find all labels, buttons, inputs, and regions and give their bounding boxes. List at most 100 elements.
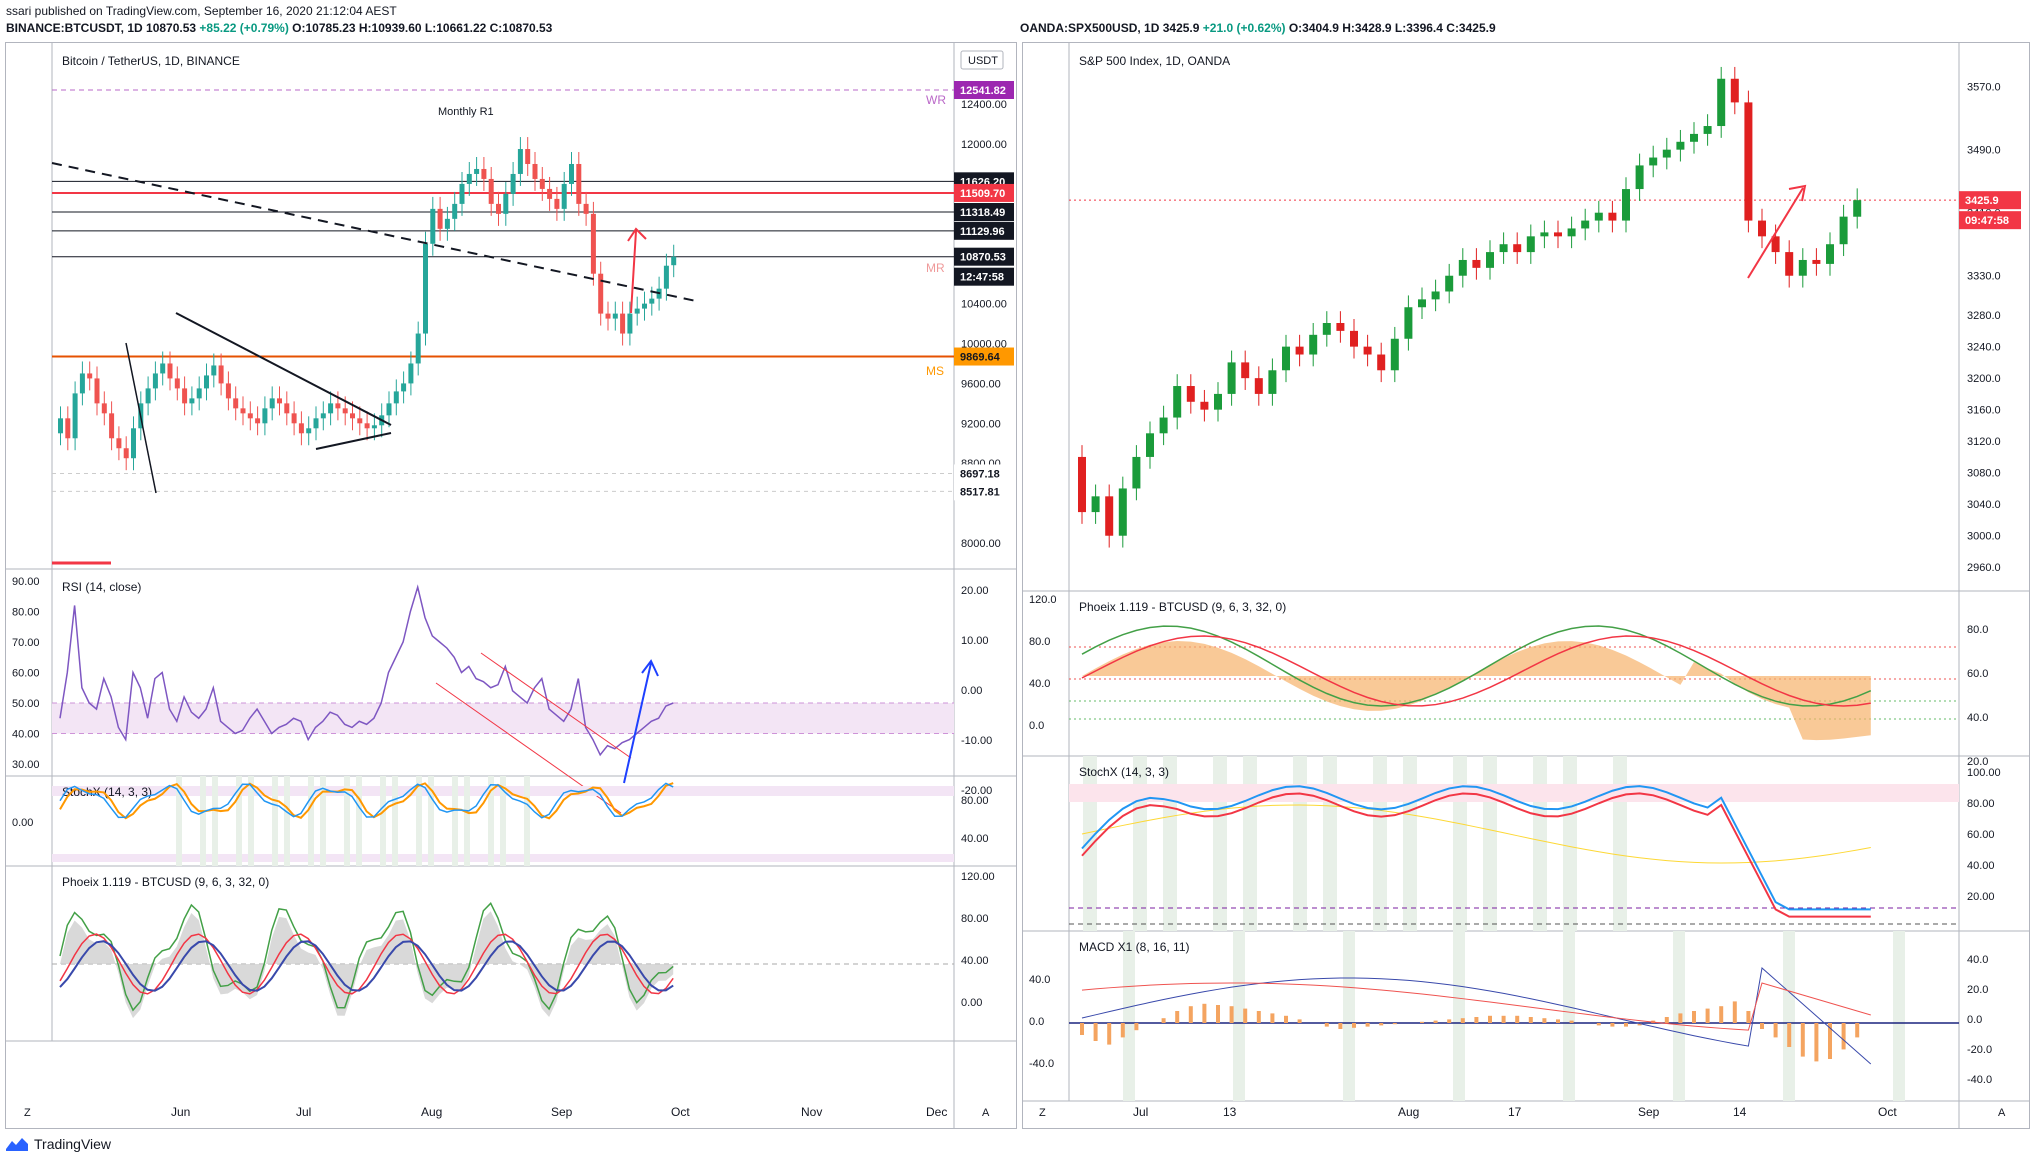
btc-candle bbox=[291, 413, 297, 424]
spx-macd-bar bbox=[1392, 1023, 1397, 1025]
rsi-right-tick: -10.00 bbox=[961, 735, 992, 747]
spx-candle bbox=[1513, 244, 1522, 253]
btc-candle bbox=[371, 425, 377, 429]
btc-candle bbox=[525, 149, 531, 164]
phoeix-right-tick: 80.00 bbox=[961, 913, 989, 925]
spx-phoeix-title: Phoeix 1.119 - BTCUSD (9, 6, 3, 32, 0) bbox=[1079, 600, 1286, 614]
spx-stoch-shade bbox=[1133, 756, 1147, 931]
btc-candle bbox=[357, 418, 363, 424]
spx-macd-bar bbox=[1855, 1023, 1860, 1038]
stoch-shade bbox=[380, 776, 386, 866]
btc-candle bbox=[58, 418, 63, 434]
spx-macd-left-tick: 40.0 bbox=[1029, 974, 1050, 986]
stoch-shade bbox=[200, 776, 206, 866]
spx-candle bbox=[1730, 78, 1739, 103]
btc-candle bbox=[627, 313, 633, 334]
spx-candle bbox=[1159, 417, 1168, 434]
btc-candle bbox=[116, 438, 122, 449]
btc-candle bbox=[481, 168, 487, 179]
spx-price-tick: 3080.0 bbox=[1967, 468, 2001, 480]
tradingview-brand: TradingView bbox=[34, 1136, 112, 1152]
zoom-z-label: Z bbox=[24, 1107, 31, 1119]
red-up-arrow bbox=[627, 227, 647, 314]
tradingview-logo[interactable]: TradingView bbox=[6, 1136, 111, 1152]
spx-candle bbox=[1839, 216, 1848, 245]
ms-label: MS bbox=[926, 364, 944, 378]
spx-candle bbox=[1227, 362, 1236, 394]
btc-candle bbox=[590, 213, 596, 274]
spx-chart-svg[interactable]: S&P 500 Index, 1D, OANDA3570.03490.03410… bbox=[1023, 43, 2029, 1128]
btc-candle bbox=[444, 218, 450, 229]
rsi-right-tick: -20.00 bbox=[961, 785, 992, 797]
spx-candle bbox=[1690, 133, 1698, 142]
price-tick: 9600.00 bbox=[961, 378, 1001, 390]
spx-macd-bar bbox=[1134, 1023, 1139, 1031]
spx-macd-bar bbox=[1202, 1003, 1207, 1023]
btc-candle bbox=[306, 428, 312, 434]
btc-candle bbox=[452, 203, 458, 219]
spx-auto-a-label: A bbox=[1998, 1107, 2006, 1119]
spx-candle bbox=[1254, 378, 1263, 394]
stoch-shade bbox=[248, 776, 254, 866]
btc-candle bbox=[277, 398, 282, 404]
btc-candle bbox=[189, 398, 195, 404]
spx-candle bbox=[1132, 456, 1141, 489]
btc-chart-panel[interactable]: Bitcoin / TetherUS, 1D, BINANCE USDT 12400… bbox=[5, 42, 1017, 1129]
spx-macd-bar bbox=[1637, 1023, 1642, 1026]
spx-macd-bar bbox=[1297, 1019, 1302, 1023]
spx-candle bbox=[1554, 232, 1562, 237]
spx-candle bbox=[1418, 299, 1426, 308]
spx-macd-shade bbox=[1563, 931, 1575, 1101]
btc-candle bbox=[547, 188, 553, 199]
rsi-title: RSI (14, close) bbox=[62, 580, 141, 594]
spx-candle bbox=[1499, 244, 1508, 253]
spx-candle bbox=[1785, 252, 1794, 276]
rsi-channel-upper bbox=[480, 652, 632, 759]
btc-candle bbox=[65, 418, 71, 439]
spx-candle bbox=[1581, 220, 1590, 229]
spx-phoeix-right-tick: 60.0 bbox=[1967, 668, 1988, 680]
btc-candle bbox=[649, 298, 655, 304]
btc-candle bbox=[218, 365, 224, 384]
btc-candle bbox=[269, 398, 275, 409]
spx-macd-left-tick: 0.0 bbox=[1029, 1016, 1044, 1028]
spx-stoch-right-tick: 80.00 bbox=[1967, 798, 1995, 810]
btc-candle bbox=[503, 193, 509, 214]
spx-candle bbox=[1608, 212, 1617, 221]
btc-chart-svg[interactable]: Bitcoin / TetherUS, 1D, BINANCE USDT 12400… bbox=[6, 43, 1016, 1128]
rsi-blue-arrow bbox=[623, 659, 659, 784]
spx-candle bbox=[1486, 252, 1494, 268]
spx-candle bbox=[1445, 275, 1454, 292]
price-label-last: 10870.53 bbox=[960, 252, 1006, 264]
stoch-right-tick: 40.00 bbox=[961, 833, 989, 845]
spx-stoch-shade bbox=[1163, 756, 1177, 931]
spx-candle bbox=[1526, 236, 1535, 253]
spx-stoch-shade bbox=[1243, 756, 1257, 931]
stoch-shade bbox=[320, 776, 326, 866]
stoch-shade bbox=[356, 776, 362, 866]
btc-candle bbox=[167, 363, 173, 379]
spx-candle bbox=[1336, 323, 1345, 331]
spx-x-tick: 14 bbox=[1733, 1105, 1747, 1119]
btc-candle bbox=[145, 388, 151, 404]
price-label-bg-wr bbox=[954, 81, 1014, 99]
spx-candle bbox=[1309, 334, 1318, 355]
spx-macd-bar bbox=[1773, 1023, 1778, 1038]
btc-candle bbox=[87, 373, 93, 379]
spx-macd-shade bbox=[1123, 931, 1135, 1101]
btc-candle bbox=[423, 243, 428, 334]
right-last-price: 3425.9 bbox=[1162, 21, 1200, 35]
rsi-right-tick: 0.00 bbox=[961, 685, 982, 697]
spx-stoch-title: StochX (14, 3, 3) bbox=[1079, 765, 1169, 779]
price-label-wr: 12541.82 bbox=[960, 85, 1006, 97]
spx-candle bbox=[1200, 401, 1209, 410]
spx-stoch-shade bbox=[1483, 756, 1497, 931]
spx-stoch-right-tick: 100.00 bbox=[1967, 767, 2001, 779]
btc-candle bbox=[576, 163, 582, 204]
spx-x-tick: Oct bbox=[1878, 1105, 1897, 1119]
btc-candle bbox=[517, 149, 523, 174]
btc-candle bbox=[196, 388, 202, 399]
btc-candle bbox=[510, 173, 516, 194]
spx-chart-panel[interactable]: S&P 500 Index, 1D, OANDA3570.03490.03410… bbox=[1022, 42, 2030, 1129]
spx-candle bbox=[1173, 386, 1182, 418]
